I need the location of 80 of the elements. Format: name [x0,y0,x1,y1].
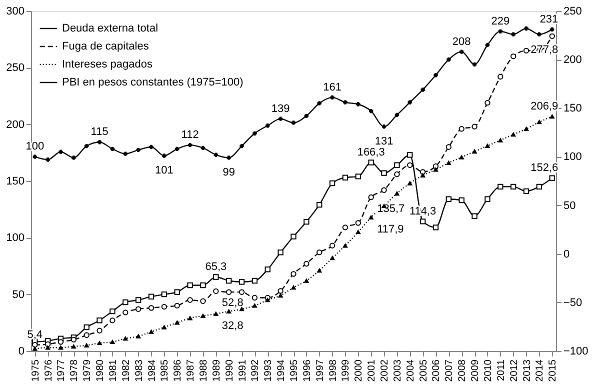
x-tick-label: 2014 [534,359,546,382]
x-tick-label: 2015 [548,359,559,382]
x-tick-label: 1976 [43,359,54,382]
x-tick-label: 1980 [95,359,106,382]
data-label: 101 [155,164,174,177]
data-label: 112 [181,129,199,142]
data-label: 100 [26,140,44,153]
data-label: 152,6 [530,162,558,174]
data-label: 115 [90,126,108,138]
y-tick-label: 200 [6,118,24,131]
data-label: 52,8 [222,297,244,310]
x-tick-label: 1989 [211,359,222,382]
x-tick-label: 2007 [444,359,456,382]
x-tick-label: 1984 [146,359,158,382]
y2-tick-label: 200 [564,54,582,66]
x-tick-label: 1977 [56,359,68,382]
x-tick-label: 2001 [366,359,378,382]
x-tick-label: 2013 [522,359,533,382]
x-tick-label: 2003 [392,359,404,382]
y-tick-label: 0 [18,346,24,358]
x-tick-label: 1982 [120,359,132,382]
x-tick-label: 2006 [431,359,442,382]
x-tick-label: 1986 [172,359,184,382]
data-label: 99 [222,166,235,179]
x-tick-label: 1999 [340,359,352,382]
y2-tick-label: 0 [564,248,570,260]
data-label: 206,9 [530,100,558,113]
y-tick-label: 50 [12,288,24,301]
x-tick-label: 1987 [186,359,197,382]
data-label: 5,4 [27,328,43,341]
x-tick-label: 1975 [30,359,42,382]
data-label: 208 [452,36,471,48]
x-tick-label: 1990 [224,359,236,382]
data-label: 161 [323,81,342,94]
x-tick-label: 1993 [263,359,274,382]
y2-tick-label: 150 [564,102,582,115]
x-tick-label: 1995 [289,359,300,382]
y2-tick-label: −100 [564,346,588,358]
x-tick-label: 2004 [405,359,416,382]
x-tick-label: 1988 [198,359,210,382]
x-tick-label: 2002 [380,359,391,382]
legend-label: Fuga de capitales [62,40,150,52]
data-label: 32,8 [222,320,244,332]
x-tick-label: 2009 [470,359,482,382]
x-tick-label: 2012 [508,359,520,382]
x-tick-label: 1994 [276,359,288,382]
x-tick-label: 1979 [82,359,94,382]
x-tick-label: 1985 [160,359,171,382]
x-tick-label: 1997 [314,359,326,382]
data-label: 166,3 [357,146,385,159]
y2-tick-label: 100 [564,151,582,164]
data-label: 117,9 [377,223,404,236]
x-tick-label: 1981 [108,359,119,382]
x-tick-label: 1978 [69,359,80,382]
x-tick-label: 2005 [418,359,430,382]
x-tick-label: 2010 [482,359,494,382]
x-tick-label: 1991 [237,359,248,382]
y2-tick-label: −50 [564,296,582,309]
x-tick-label: 1983 [134,359,145,382]
y2-tick-label: 250 [564,6,582,18]
y2-tick-label: 50 [564,200,576,212]
legend-label: Deuda externa total [62,22,158,34]
x-tick-label: 1996 [302,359,313,382]
data-label: 139 [271,102,290,115]
x-tick-label: 2008 [457,359,468,382]
data-label: 135,7 [377,203,405,216]
x-tick-label: 2000 [354,359,365,382]
legend-label: Intereses pagados [62,58,154,70]
y-tick-label: 150 [6,176,24,188]
data-label: 229 [491,15,510,28]
x-tick-label: 1992 [250,359,262,382]
legend-label: PBI en pesos constantes (1975=100) [62,76,244,88]
y-tick-label: 250 [6,62,24,74]
y-tick-label: 300 [6,6,24,18]
x-tick-label: 2011 [496,359,507,382]
data-label: 231 [540,13,558,26]
x-tick-label: 1998 [328,359,339,382]
y-tick-label: 100 [6,232,24,244]
data-label: 131 [374,136,394,148]
data-label: 65,3 [205,260,227,273]
